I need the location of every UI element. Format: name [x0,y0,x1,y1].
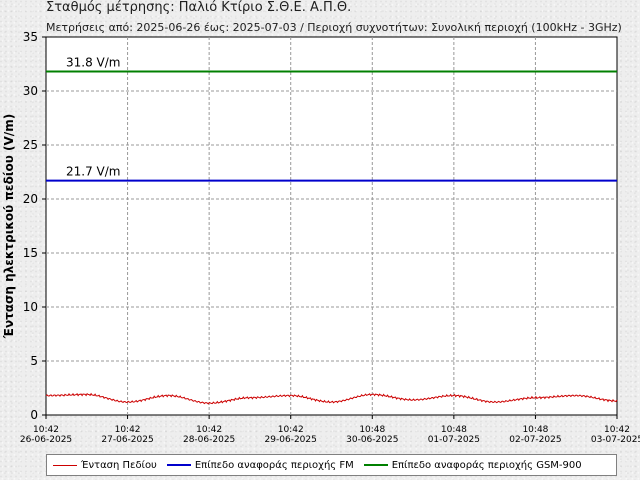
y-tick-label: 20 [23,192,38,206]
x-tick-date: 27-06-2025 [101,435,153,445]
x-tick-time: 10:42 [115,425,141,435]
legend: Ένταση Πεδίου Επίπεδο αναφοράς περιοχής … [46,454,617,476]
plot-area [45,36,618,416]
y-tick-label: 10 [23,300,38,314]
legend-label-gsm: Επίπεδο αναφοράς περιοχής GSM-900 [391,459,582,471]
legend-label-fm: Επίπεδο αναφοράς περιοχής FM [194,459,354,471]
x-tick-date: 02-07-2025 [509,435,561,445]
y-tick-label: 5 [30,354,38,368]
x-tick-date: 26-06-2025 [20,435,72,445]
reference-value-label: 21.7 V/m [66,165,120,179]
legend-item-fm: Επίπεδο αναφοράς περιοχής FM [166,459,354,471]
chart-title: Σταθμός μέτρησης: Παλιό Κτίριο Σ.Θ.Ε. Α.… [46,0,352,15]
y-axis-label: Ένταση ηλεκτρικού πεδίου (V/m) [2,114,16,339]
axis-labels: 0510152025303510:4226-06-202510:4227-06-… [20,30,640,445]
x-tick-time: 10:42 [278,425,304,435]
x-tick-time: 10:48 [522,425,548,435]
x-tick-time: 10:42 [196,425,222,435]
series-lines [45,392,618,405]
y-tick-label: 15 [23,246,38,260]
legend-label-field: Ένταση Πεδίου [81,459,157,471]
legend-swatch-gsm [363,464,388,466]
y-tick-label: 30 [23,84,38,98]
field-strength-line [45,392,618,405]
x-tick-date: 30-06-2025 [346,435,398,445]
x-tick-date: 03-07-2025 [591,435,640,445]
chart-subtitle: Μετρήσεις από: 2025-06-26 έως: 2025-07-0… [46,21,622,34]
reference-value-label: 31.8 V/m [66,56,120,70]
reference-lines: 31.8 V/m 21.7 V/m [46,56,617,182]
legend-item-gsm: Επίπεδο αναφοράς περιοχής GSM-900 [363,459,582,471]
x-tick-time: 10:48 [441,425,467,435]
field-strength-chart: 31.8 V/m21.7 V/m 0510152025303510:4226-0… [2,30,640,445]
x-tick-time: 10:42 [33,425,59,435]
legend-swatch-field [53,464,77,466]
grid-lines [42,36,618,419]
y-tick-label: 0 [30,408,38,422]
x-tick-date: 28-06-2025 [183,435,235,445]
x-tick-date: 29-06-2025 [265,435,317,445]
x-tick-date: 01-07-2025 [428,435,480,445]
legend-item-field: Ένταση Πεδίου [53,460,157,471]
x-tick-time: 10:48 [359,425,385,435]
legend-swatch-fm [166,464,191,466]
x-tick-time: 10:42 [604,425,630,435]
y-tick-label: 25 [23,138,38,152]
y-tick-label: 35 [23,30,38,44]
